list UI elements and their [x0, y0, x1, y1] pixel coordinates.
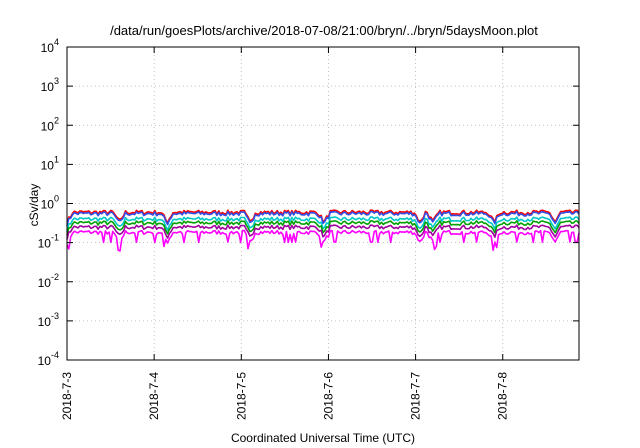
series-group — [66, 209, 580, 252]
y-tick-label: 102 — [41, 115, 59, 133]
y-tick-label: 10-3 — [38, 311, 59, 329]
y-tick-label: 101 — [41, 154, 59, 172]
x-tick-label: 2018-7-7 — [409, 372, 423, 420]
y-axis-label: cSv/day — [27, 184, 41, 227]
series-line — [66, 220, 580, 236]
chart-title: /data/run/goesPlots/archive/2018-07-08/2… — [110, 23, 538, 38]
y-tick-label: 104 — [41, 37, 59, 55]
y-tick-label: 10-2 — [38, 272, 59, 290]
x-tick-label: 2018-7-8 — [496, 372, 510, 420]
series-line — [66, 229, 580, 252]
y-tick-label: 103 — [41, 76, 59, 94]
x-tick-label: 2018-7-5 — [234, 372, 248, 420]
x-axis-label: Coordinated Universal Time (UTC) — [231, 431, 415, 445]
y-ticks: 104 103 102 101 100 10-1 10-2 10-3 10-4 — [38, 37, 579, 368]
series-line — [66, 210, 580, 227]
series-line — [66, 216, 580, 232]
x-tick-label: 2018-7-3 — [60, 372, 74, 420]
y-tick-label: 10-1 — [38, 233, 59, 251]
grid — [67, 47, 579, 360]
x-ticks: 2018-7-3 2018-7-4 2018-7-5 2018-7-6 2018-7-7… — [60, 47, 510, 420]
y-tick-label: 100 — [41, 194, 59, 212]
y-tick-label: 10-4 — [38, 350, 59, 368]
x-tick-label: 2018-7-4 — [147, 372, 161, 420]
series-line — [66, 224, 580, 240]
x-tick-label: 2018-7-6 — [321, 372, 335, 420]
